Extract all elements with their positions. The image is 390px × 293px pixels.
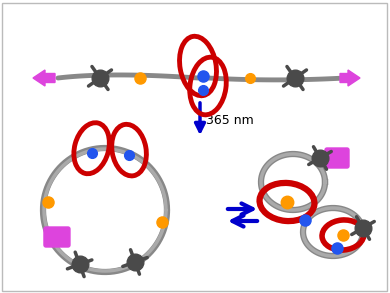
FancyBboxPatch shape xyxy=(325,148,349,168)
FancyArrow shape xyxy=(33,70,55,86)
Text: 365 nm: 365 nm xyxy=(206,115,254,127)
FancyBboxPatch shape xyxy=(44,227,70,247)
FancyArrow shape xyxy=(340,70,360,86)
